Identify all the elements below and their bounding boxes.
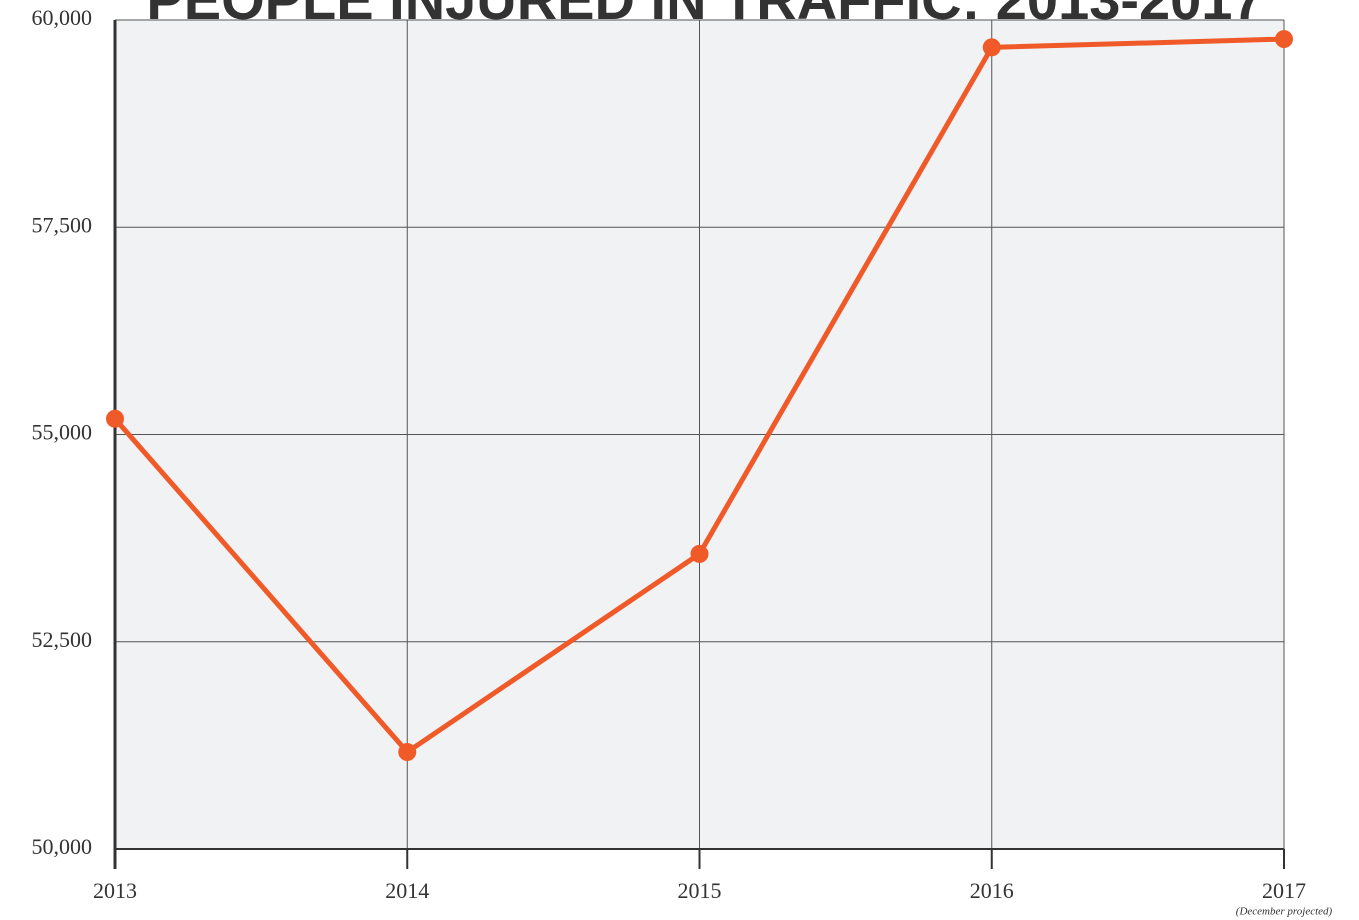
x-tick-label: 2016 [970,878,1014,903]
y-tick-label: 55,000 [32,420,93,445]
x-tick-label: 2013 [93,878,137,903]
chart-title: PEOPLE INJURED IN TRAFFIC: 2013-2017 [146,0,1263,31]
y-tick-label: 50,000 [32,834,93,859]
y-tick-label: 60,000 [32,5,93,30]
data-point [1275,30,1293,49]
y-tick-label: 57,500 [32,212,93,237]
data-point [982,38,1001,57]
x-tick-label: 2014 [385,878,429,903]
annotation: (December projected) [1236,906,1333,918]
y-tick-label: 52,500 [32,627,93,652]
data-point [106,409,124,428]
data-point [398,743,417,762]
x-tick-label: 2017 [1262,878,1306,903]
x-tick-label: 2015 [678,878,722,903]
data-point [690,544,709,563]
